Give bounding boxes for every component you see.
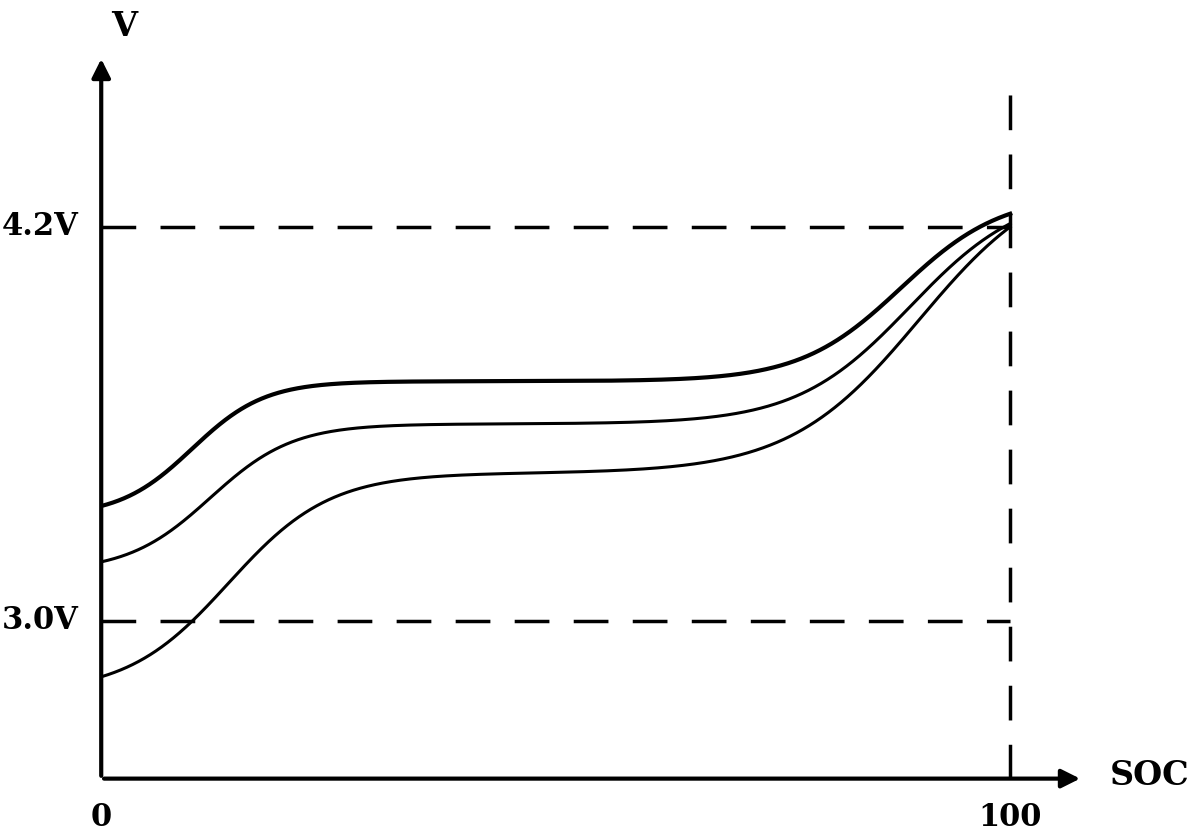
Text: 3.0V: 3.0V [1,606,79,637]
Text: 100: 100 [979,801,1042,832]
Text: 0: 0 [91,801,111,832]
Text: SOC: SOC [1111,759,1190,792]
Text: V: V [111,10,137,43]
Text: 4.2V: 4.2V [1,212,79,243]
